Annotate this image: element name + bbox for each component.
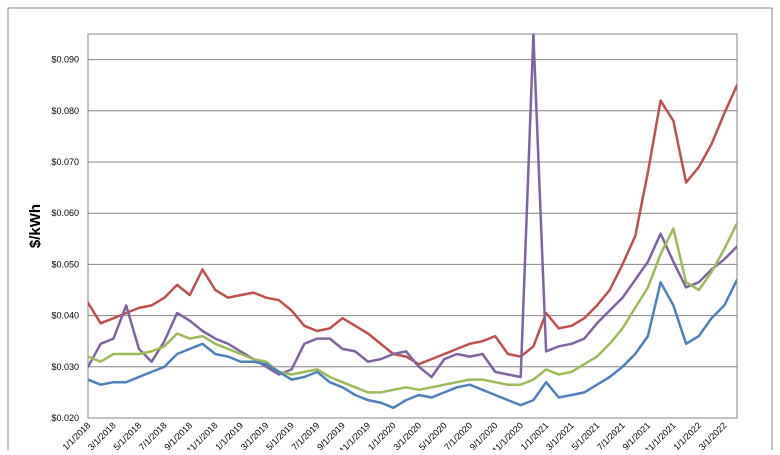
plot-area — [87, 33, 738, 419]
series-line-3 — [88, 278, 737, 410]
y-tick-label-5: $0.070 — [51, 157, 79, 167]
y-tick-label-2: $0.040 — [51, 311, 79, 321]
y-axis-ticks: $0.020 $0.030 $0.040 $0.050 $0.060 $0.070 $0.0… — [51, 55, 79, 423]
y-tick-label-4: $0.060 — [51, 208, 79, 218]
gridlines — [88, 59, 737, 419]
y-axis-label: $/kWh — [27, 204, 44, 248]
series-line-2 — [88, 222, 737, 394]
y-tick-label-1: $0.030 — [51, 362, 79, 372]
y-tick-label-0: $0.020 — [51, 413, 79, 423]
y-tick-label-6: $0.080 — [51, 106, 79, 116]
y-tick-label-7: $0.090 — [51, 55, 79, 65]
y-tick-label-3: $0.050 — [51, 259, 79, 269]
series-line-1 — [88, 34, 737, 379]
series-layer — [88, 34, 737, 410]
